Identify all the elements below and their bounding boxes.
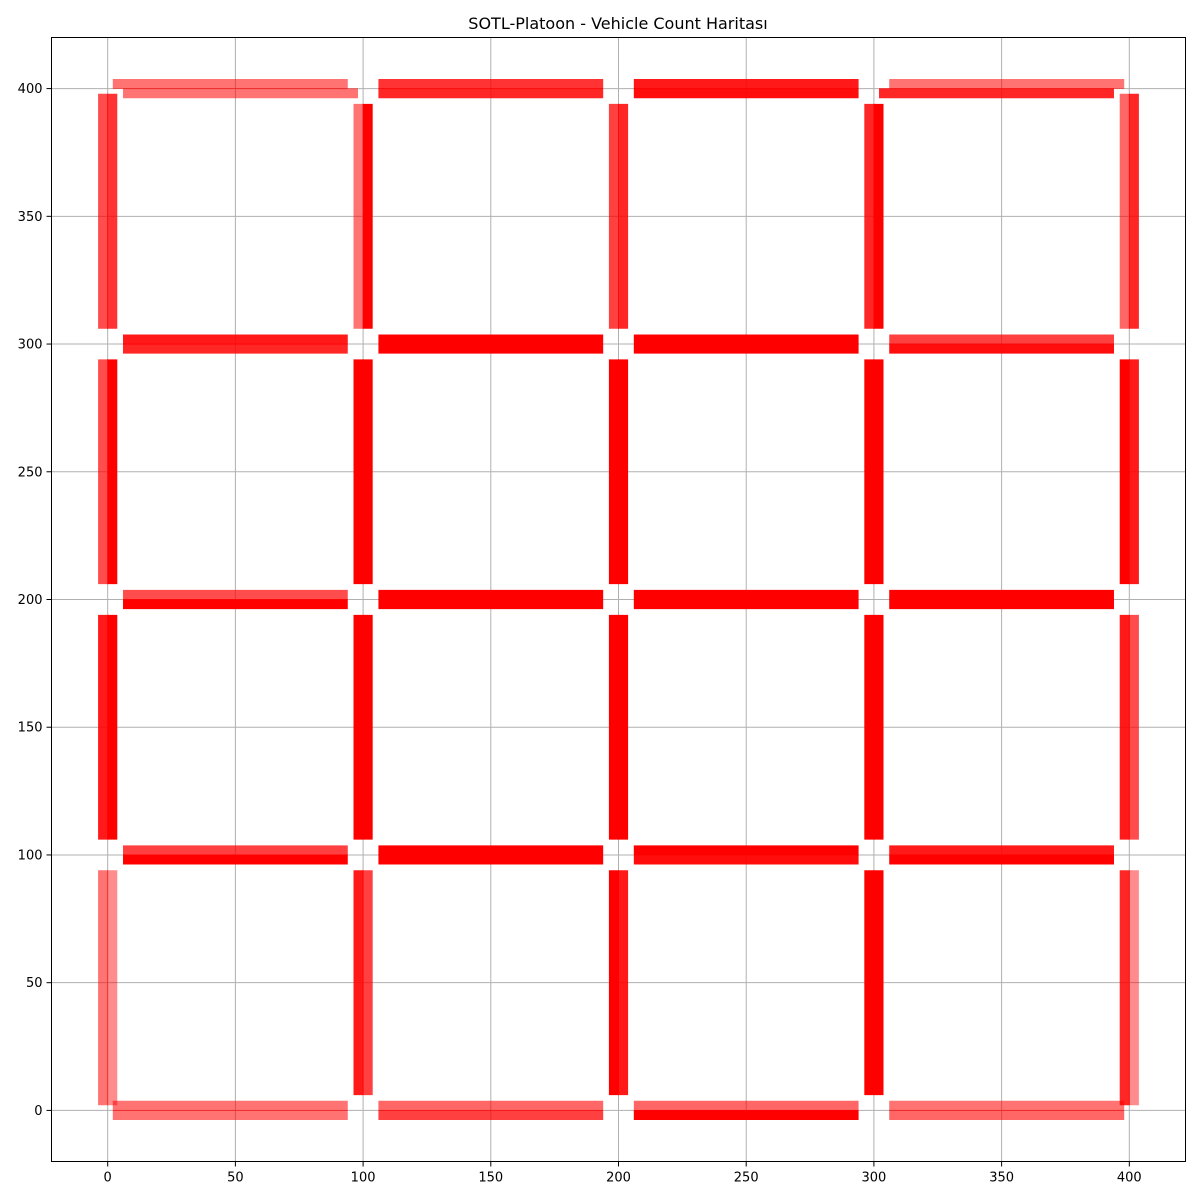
chart-title: SOTL-Platoon - Vehicle Count Haritası — [468, 14, 767, 33]
y-tick-label: 250 — [18, 465, 43, 480]
x-tick-label: 50 — [227, 1171, 244, 1186]
x-tick-label: 100 — [351, 1171, 376, 1186]
x-tick-label: 200 — [606, 1171, 631, 1186]
y-tick-label: 350 — [18, 210, 43, 225]
y-axis-ticks: 0 50 100 150 200 250 300 350 400 — [18, 82, 52, 1119]
y-tick-label: 100 — [18, 848, 43, 863]
x-tick-label: 0 — [104, 1171, 112, 1186]
x-tick-label: 250 — [734, 1171, 759, 1186]
y-tick-label: 0 — [34, 1104, 42, 1119]
y-tick-label: 300 — [18, 338, 43, 353]
road-segments — [98, 78, 1139, 1121]
x-tick-label: 350 — [989, 1171, 1014, 1186]
y-tick-label: 200 — [18, 593, 43, 608]
y-tick-label: 150 — [18, 721, 43, 736]
x-tick-label: 400 — [1117, 1171, 1142, 1186]
y-tick-label: 50 — [26, 976, 43, 991]
x-tick-label: 150 — [478, 1171, 503, 1186]
x-tick-label: 300 — [861, 1171, 886, 1186]
x-axis-ticks: 0 50 100 150 200 250 300 350 400 — [104, 1161, 1142, 1186]
y-tick-label: 400 — [18, 82, 43, 97]
